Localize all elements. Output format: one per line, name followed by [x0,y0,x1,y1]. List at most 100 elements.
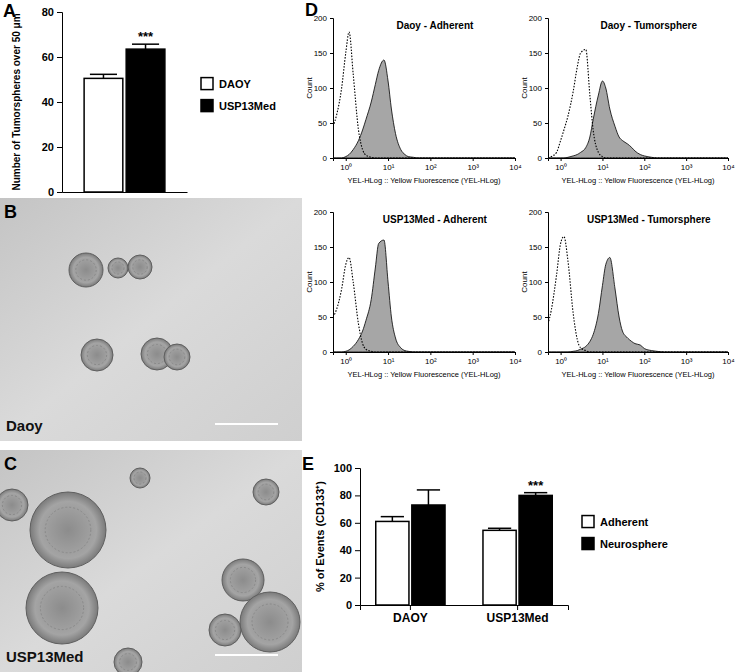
tick-mark [473,158,474,161]
bar [126,49,165,192]
error-cap [381,516,404,518]
tick-label: 50 [533,313,542,322]
tick-mark [644,352,645,355]
tick-mark [686,352,687,355]
tick-label: 10⁰ [340,357,352,366]
annotation: *** [138,29,154,44]
tick-mark [545,18,548,19]
tick: 10² [639,352,651,366]
tick-mark [515,158,516,161]
sphere [0,489,28,521]
x-axis [63,192,188,194]
tick-mark [330,18,333,19]
tick: 200 [529,208,548,217]
tick-mark [602,352,603,355]
tick: USP13Med [487,605,549,625]
y-axis-title: Count [305,77,314,99]
tick: 100 [529,278,548,287]
tick-label: 200 [529,14,543,23]
y-axis: 050100150200 [314,208,334,357]
sphere [30,492,106,568]
tick: 10⁰ [555,158,567,172]
legend-swatch [582,516,594,528]
tick: 10¹ [597,352,609,366]
micrograph-image [0,198,302,441]
bar-chart: 020406080Number of Tumorspheres over 50 … [11,6,276,198]
tick: 80 [340,489,360,501]
micrograph-label: USP13Med [6,648,84,665]
tick-label: 10⁴ [722,163,735,172]
axis-line [330,213,334,353]
sphere-texture [134,472,146,484]
histogram-area [548,81,728,158]
tick-mark [410,605,411,610]
tick: 10² [425,158,437,172]
tick-label: 60 [340,517,352,529]
plot-area [333,32,515,158]
tick: 10¹ [597,158,609,172]
tick-mark [430,352,431,355]
legend-swatch [201,100,213,112]
panel-letter: C [4,454,17,474]
tick: 80 [42,6,62,18]
tick-label: 0 [538,154,543,163]
x-axis: 10⁰10¹10²10³10⁴ [334,158,523,172]
tick: 10⁴ [509,158,522,172]
panel-letter: B [4,202,17,222]
tick-mark [330,282,333,283]
histogram-line [548,237,728,353]
tick-mark [515,352,516,355]
sphere-texture [133,260,147,274]
sphere [69,253,103,287]
tick: 0 [538,348,548,357]
tick-label: 50 [318,313,327,322]
legend-item: DAOY [201,78,251,90]
tick-mark [545,352,548,353]
y-axis-title: Count [520,271,529,293]
tick-label: USP13Med [487,611,549,625]
x-axis: DAOYUSP13Med [361,605,569,625]
tick: 10³ [681,158,693,172]
tick-label: 10⁴ [509,357,522,366]
tick-label: 150 [314,49,328,58]
tick-mark [355,523,360,524]
y-axis-title: Count [305,271,314,293]
tick-mark [330,158,333,159]
tick-mark [545,123,548,124]
sphere-texture [258,484,274,500]
error-bar [381,517,404,522]
error-cap [417,489,440,491]
tick-label: 200 [529,208,543,217]
tick-mark [545,247,548,248]
x-axis: 10⁰10¹10²10³10⁴ [549,158,736,172]
tick-mark [57,192,62,193]
tick-label: 0 [346,599,352,611]
tick-label: 10⁰ [555,163,567,172]
axis-line [361,606,569,611]
sphere-texture [169,349,185,365]
tick-mark [545,88,548,89]
tick-label: 150 [529,243,543,252]
error-cap [488,528,511,530]
tick-mark [686,158,687,161]
chart-title: Daoy - Adherent [396,20,474,31]
tick-label: 60 [42,51,54,63]
tick-label: 200 [314,208,328,217]
axis-line [63,192,188,193]
sphere-texture [147,344,166,363]
bar [412,505,445,605]
error-bar [488,528,511,530]
tick: 10¹ [383,352,395,366]
tick: 200 [314,208,333,217]
plot-area [333,240,515,352]
tick-mark [545,317,548,318]
y-axis: 050100150200 [529,14,549,163]
tick-label: 10² [639,357,651,366]
tick-label: 100 [314,84,328,93]
y-axis: 050100150200 [314,14,334,163]
sphere-texture [120,654,137,671]
axis-line [330,19,334,159]
tick-label: 10² [425,357,437,366]
axis-line [57,13,63,193]
tick: 10⁰ [340,352,352,366]
